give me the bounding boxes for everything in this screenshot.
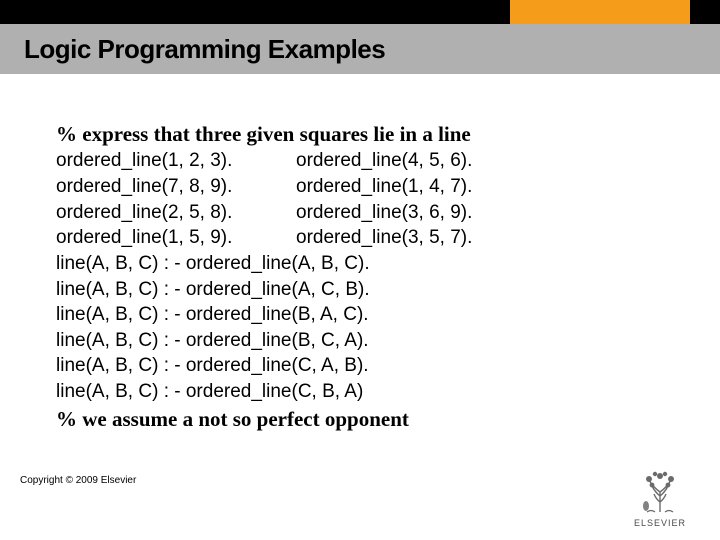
rule-line: line(A, B, C) : - ordered_line(A, C, B). [56, 277, 656, 303]
title-bar: Logic Programming Examples [0, 24, 720, 74]
rule-line: line(A, B, C) : - ordered_line(B, A, C). [56, 302, 656, 328]
fact-row: ordered_line(2, 5, 8). ordered_line(3, 6… [56, 200, 656, 226]
fact-left: ordered_line(1, 5, 9). [56, 225, 296, 251]
fact-right: ordered_line(3, 5, 7). [296, 225, 472, 251]
logo-label: ELSEVIER [618, 518, 702, 528]
slide-content: % express that three given squares lie i… [56, 120, 656, 433]
copyright-text: Copyright © 2009 Elsevier [20, 475, 136, 486]
fact-row: ordered_line(7, 8, 9). ordered_line(1, 4… [56, 174, 656, 200]
fact-row: ordered_line(1, 5, 9). ordered_line(3, 5… [56, 225, 656, 251]
fact-right: ordered_line(1, 4, 7). [296, 174, 472, 200]
rule-line: line(A, B, C) : - ordered_line(C, A, B). [56, 353, 656, 379]
fact-left: ordered_line(7, 8, 9). [56, 174, 296, 200]
fact-right: ordered_line(4, 5, 6). [296, 148, 472, 174]
fact-left: ordered_line(2, 5, 8). [56, 200, 296, 226]
comment-1: % express that three given squares lie i… [56, 120, 656, 148]
rule-line: line(A, B, C) : - ordered_line(C, B, A) [56, 379, 656, 405]
slide-title: Logic Programming Examples [24, 34, 385, 65]
fact-left: ordered_line(1, 2, 3). [56, 148, 296, 174]
fact-row: ordered_line(1, 2, 3). ordered_line(4, 5… [56, 148, 656, 174]
rule-line: line(A, B, C) : - ordered_line(B, C, A). [56, 328, 656, 354]
elsevier-tree-icon [633, 462, 687, 516]
publisher-logo: ELSEVIER [618, 462, 702, 528]
rule-line: line(A, B, C) : - ordered_line(A, B, C). [56, 251, 656, 277]
comment-2: % we assume a not so perfect opponent [56, 405, 656, 433]
fact-right: ordered_line(3, 6, 9). [296, 200, 472, 226]
